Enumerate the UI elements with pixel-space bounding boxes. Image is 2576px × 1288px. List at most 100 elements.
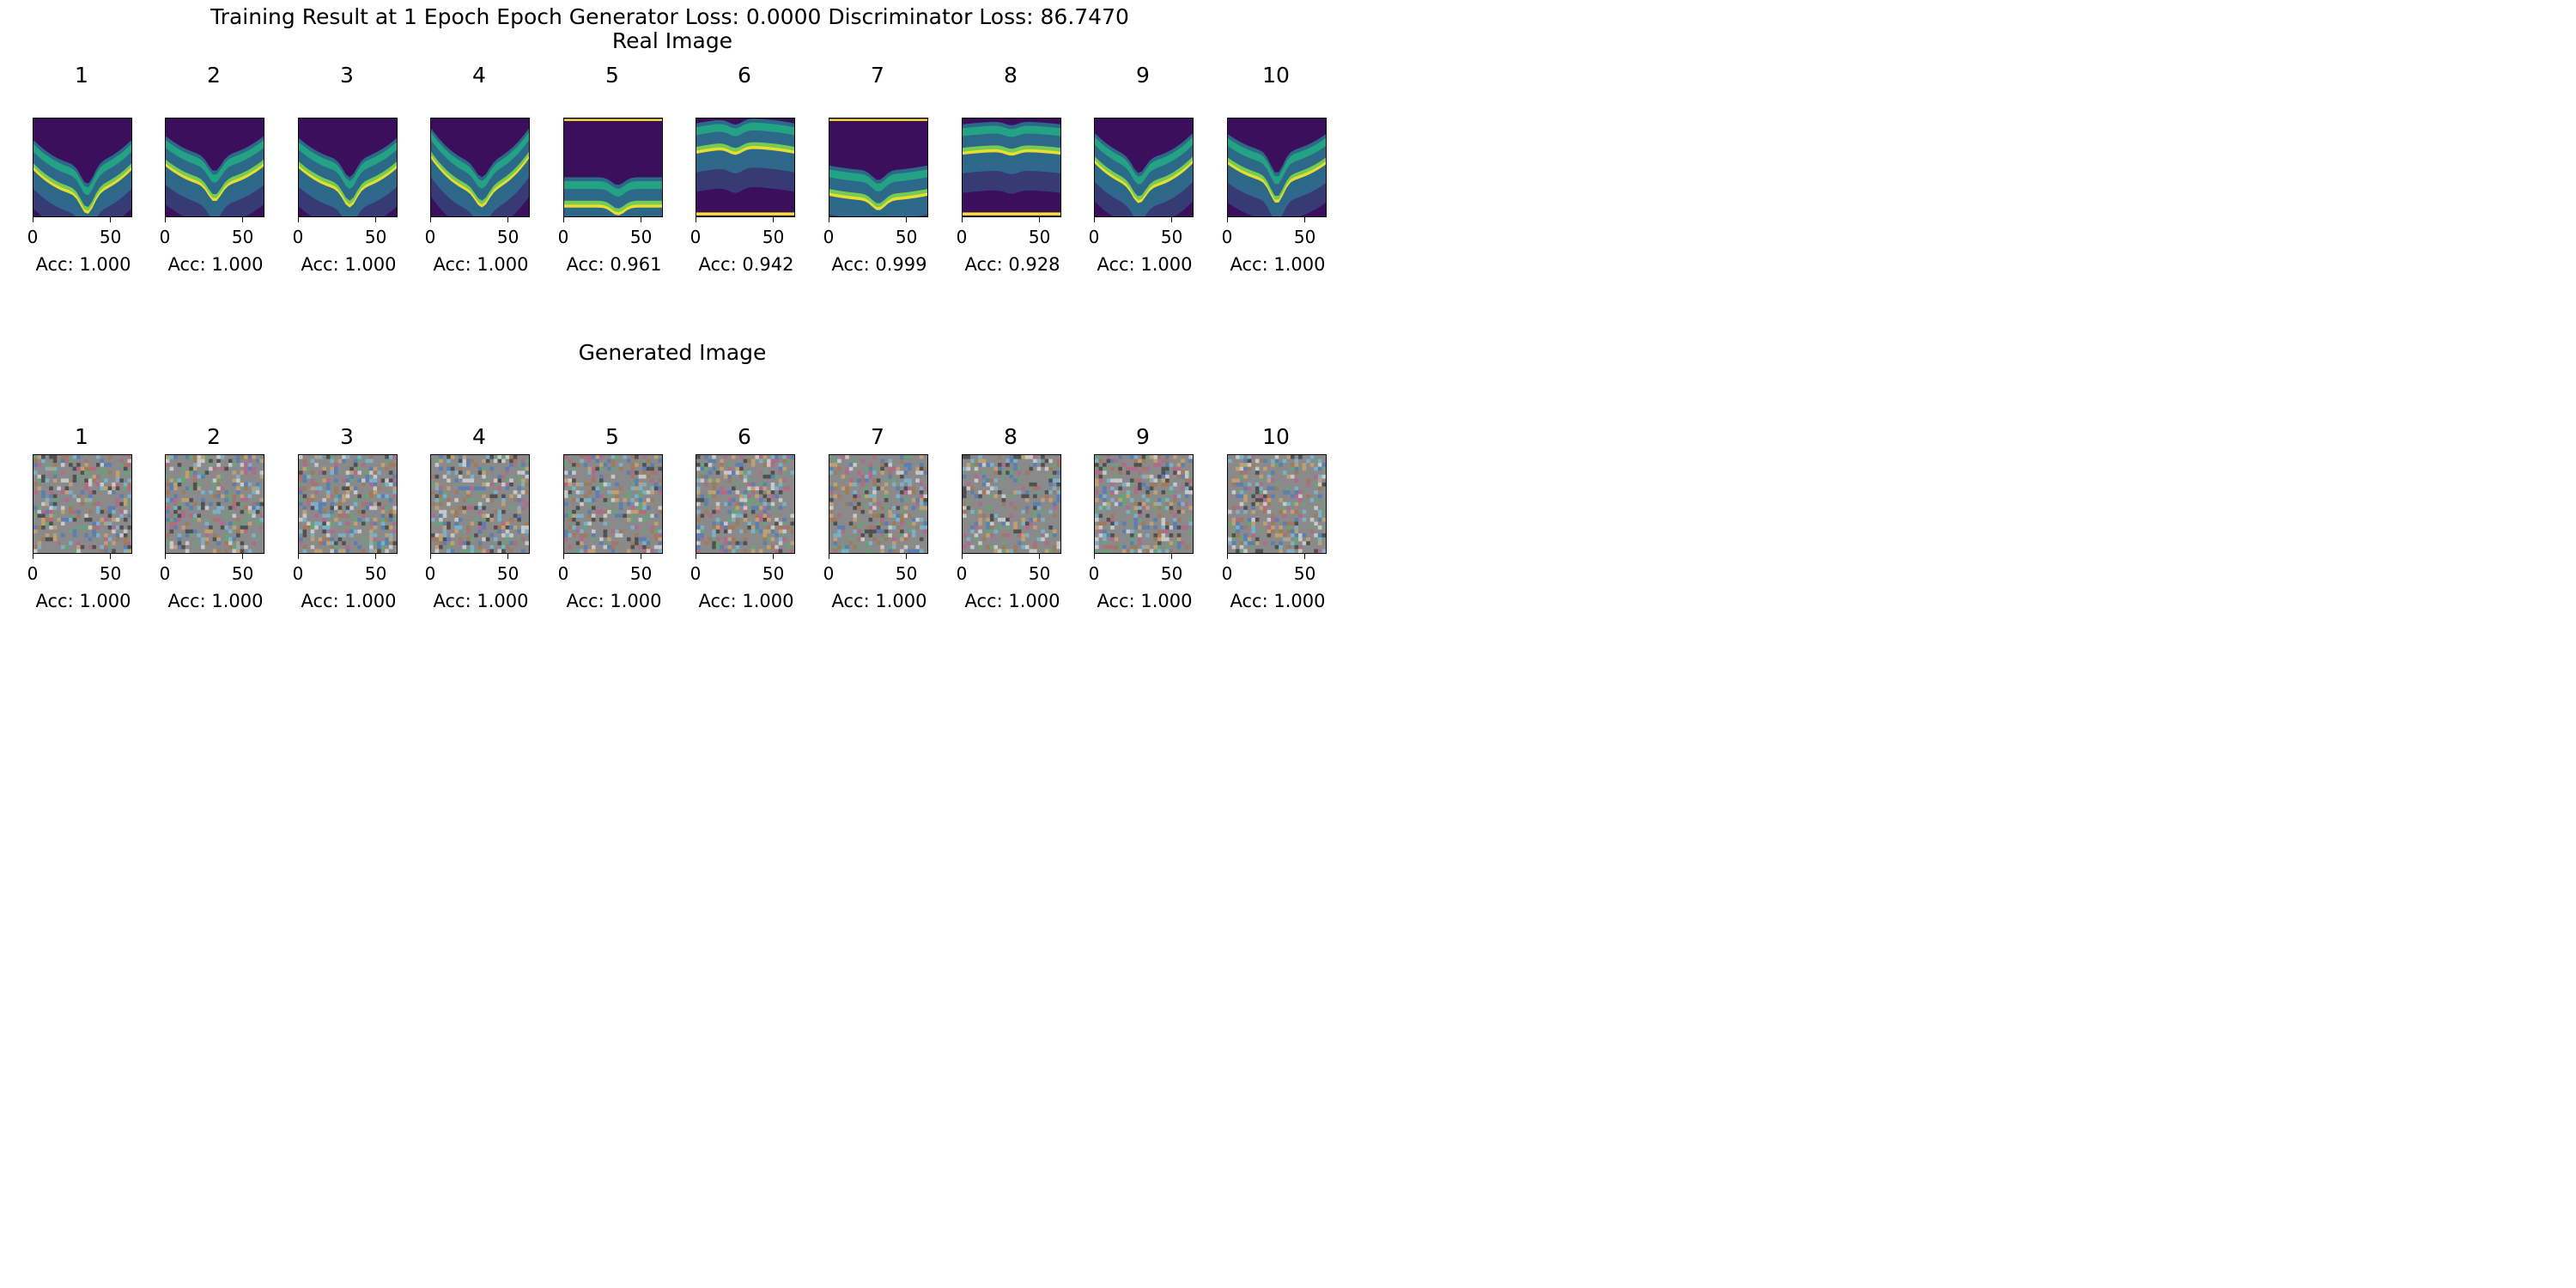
noise-pixel — [361, 463, 366, 467]
noise-pixel — [104, 486, 108, 491]
noise-pixel — [373, 549, 378, 553]
noise-pixel — [442, 526, 447, 530]
noise-pixel — [41, 517, 46, 522]
noise-pixel — [334, 494, 338, 499]
noise-pixel — [1130, 537, 1134, 542]
real-image-title: Real Image — [611, 28, 733, 53]
noise-pixel — [517, 471, 521, 475]
noise-pixel — [255, 482, 260, 487]
noise-pixel — [204, 521, 210, 526]
noise-pixel — [790, 513, 794, 518]
noise-pixel — [1133, 501, 1139, 507]
noise-pixel — [919, 463, 924, 467]
noise-pixel — [888, 526, 892, 530]
noise-pixel — [880, 486, 884, 491]
noise-pixel — [127, 541, 131, 545]
noise-pixel — [1247, 486, 1252, 491]
noise-pixel — [169, 455, 174, 459]
noise-pixel — [57, 486, 61, 491]
noise-pixel — [462, 459, 467, 464]
noise-pixel — [770, 529, 775, 534]
noise-pixel — [1017, 529, 1022, 534]
noise-pixel — [915, 471, 920, 475]
noise-pixel — [993, 513, 999, 518]
noise-pixel — [302, 459, 307, 464]
noise-pixel — [119, 463, 124, 467]
noise-pixel — [770, 494, 775, 499]
noise-pixel — [727, 526, 732, 530]
noise-pixel — [434, 494, 440, 499]
noise-pixel — [845, 486, 849, 491]
noise-pixel — [1106, 544, 1111, 550]
noise-pixel — [334, 498, 338, 502]
noise-pixel — [1103, 506, 1107, 510]
noise-pixel — [868, 529, 873, 534]
noise-pixel — [1052, 463, 1057, 467]
noise-pixel — [80, 501, 85, 507]
noise-pixel — [342, 513, 346, 518]
noise-pixel — [1021, 517, 1025, 522]
noise-pixel — [240, 521, 245, 526]
noise-pixel — [509, 494, 513, 499]
noise-pixel — [119, 513, 124, 518]
noise-pixel — [513, 459, 518, 464]
noise-pixel — [247, 506, 252, 510]
x-tick-mark — [961, 217, 963, 222]
noise-pixel — [782, 459, 787, 464]
noise-pixel — [1290, 521, 1295, 526]
noise-pixel — [642, 490, 647, 495]
noise-pixel — [778, 521, 783, 526]
noise-pixel — [166, 517, 170, 522]
noise-pixel — [653, 537, 659, 542]
noise-pixel — [758, 486, 763, 491]
noise-pixel — [302, 517, 307, 522]
noise-pixel — [33, 549, 38, 553]
noise-pixel — [1153, 478, 1157, 483]
noise-pixel — [1145, 533, 1150, 538]
noise-pixel — [369, 471, 374, 475]
noise-pixel — [1231, 521, 1236, 526]
noise-pixel — [770, 506, 775, 510]
noise-pixel — [1309, 517, 1315, 522]
panel-number: 2 — [207, 63, 221, 88]
noise-pixel — [127, 501, 131, 507]
noise-pixel — [1103, 521, 1107, 526]
noise-pixel — [49, 537, 53, 542]
noise-pixel — [342, 533, 346, 538]
noise-pixel — [1282, 490, 1287, 495]
noise-pixel — [95, 501, 100, 507]
noise-pixel — [880, 544, 884, 550]
noise-pixel — [37, 474, 42, 479]
noise-pixel — [658, 466, 662, 471]
noise-pixel — [868, 501, 873, 507]
noise-pixel — [880, 517, 884, 522]
noise-pixel — [1153, 517, 1157, 522]
noise-pixel — [1231, 533, 1236, 538]
noise-pixel — [1048, 498, 1053, 502]
noise-pixel — [513, 513, 518, 518]
noise-pixel — [981, 490, 987, 495]
noise-pixel — [505, 526, 510, 530]
noise-pixel — [380, 517, 386, 522]
noise-pixel — [1271, 517, 1275, 522]
noise-pixel — [454, 526, 459, 530]
noise-pixel — [848, 521, 854, 526]
noise-pixel — [185, 521, 190, 526]
generated-noise-image — [1095, 455, 1193, 553]
noise-pixel — [739, 513, 744, 518]
noise-pixel — [392, 506, 397, 510]
noise-pixel — [837, 459, 841, 464]
noise-pixel — [727, 478, 732, 483]
noise-pixel — [1145, 506, 1150, 510]
noise-pixel — [123, 529, 128, 534]
noise-pixel — [1157, 549, 1162, 553]
noise-pixel — [1267, 526, 1272, 530]
noise-pixel — [1228, 537, 1232, 542]
noise-pixel — [770, 537, 775, 542]
noise-pixel — [342, 541, 346, 545]
noise-pixel — [970, 463, 975, 467]
noise-pixel — [189, 506, 193, 510]
noise-pixel — [704, 463, 708, 467]
noise-pixel — [185, 486, 190, 491]
noise-pixel — [493, 490, 498, 495]
